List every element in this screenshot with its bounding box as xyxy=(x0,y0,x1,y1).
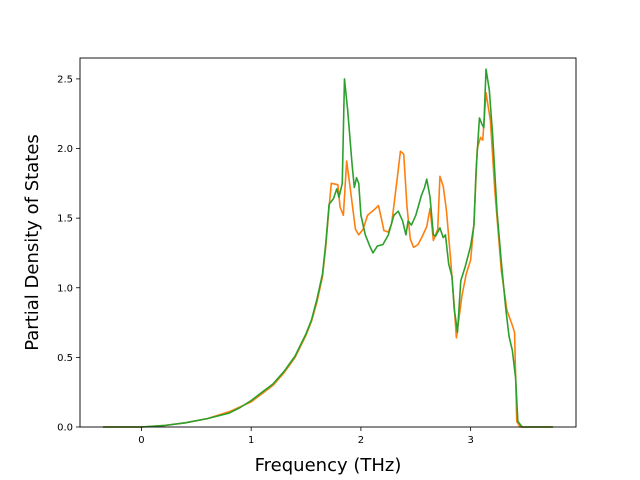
series-line-2 xyxy=(103,68,553,428)
axes-frame xyxy=(79,57,577,428)
y-tick-label: 1.0 xyxy=(57,283,73,294)
x-tick-label: 3 xyxy=(467,435,473,446)
x-tick-label: 0 xyxy=(138,435,144,446)
y-axis-ticks: 0.0 0.5 1.0 1.5 2.0 2.5 xyxy=(57,74,80,434)
y-tick-label: 2.5 xyxy=(57,74,73,85)
y-tick-label: 0.0 xyxy=(57,423,73,434)
x-tick-label: 2 xyxy=(358,435,364,446)
plot-lines xyxy=(103,68,553,428)
series-line-1 xyxy=(103,92,553,428)
y-axis-label: Partial Density of States xyxy=(22,134,43,351)
x-axis-ticks: 0 1 2 3 xyxy=(138,427,474,446)
y-tick-label: 1.5 xyxy=(57,214,73,225)
y-tick-label: 2.0 xyxy=(57,144,73,155)
y-tick-label: 0.5 xyxy=(57,353,73,364)
x-axis-label: Frequency (THz) xyxy=(255,455,402,476)
x-tick-label: 1 xyxy=(248,435,254,446)
